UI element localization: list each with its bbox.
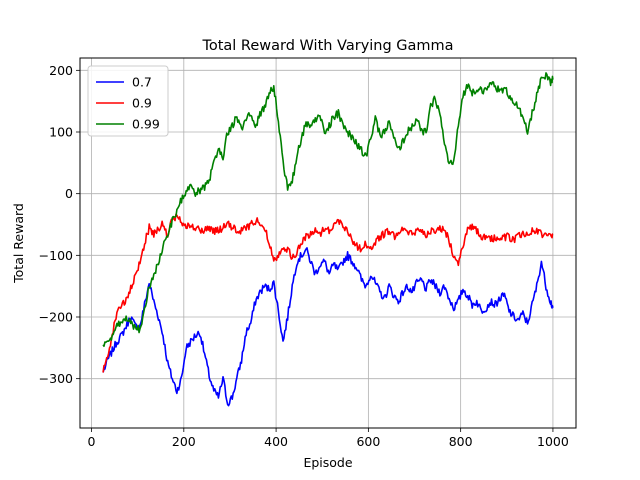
series-lines	[102, 72, 554, 407]
y-tick-label: 200	[49, 63, 73, 78]
axis-ticks: 0 200 400 600 800 1000 −300 −200 −100 0 100 200	[39, 63, 569, 449]
x-tick-label: 0	[88, 434, 96, 449]
legend-entry: 0.99	[132, 117, 160, 132]
series-line-0-7	[102, 247, 554, 407]
legend-box	[87, 65, 169, 137]
legend: 0.7 0.9 0.99	[87, 65, 169, 137]
series-line-0-99	[102, 72, 554, 348]
x-tick-label: 800	[449, 434, 473, 449]
y-tick-label: −300	[39, 371, 73, 386]
chart-title: Total Reward With Varying Gamma	[201, 38, 453, 54]
legend-entry: 0.9	[132, 96, 152, 111]
y-tick-label: 0	[65, 186, 73, 201]
y-tick-label: −100	[39, 248, 73, 263]
y-tick-label: −200	[39, 310, 73, 325]
series-line-0-9	[102, 213, 554, 373]
x-tick-label: 600	[356, 434, 380, 449]
legend-entry: 0.7	[132, 75, 152, 90]
y-axis-label: Total Reward	[11, 203, 26, 284]
plot-frame	[79, 57, 577, 429]
x-tick-label: 400	[264, 434, 288, 449]
x-axis-label: Episode	[303, 455, 352, 470]
x-tick-label: 200	[172, 434, 196, 449]
grid	[80, 58, 576, 428]
x-tick-label: 1000	[537, 434, 569, 449]
y-tick-label: 100	[49, 125, 73, 140]
